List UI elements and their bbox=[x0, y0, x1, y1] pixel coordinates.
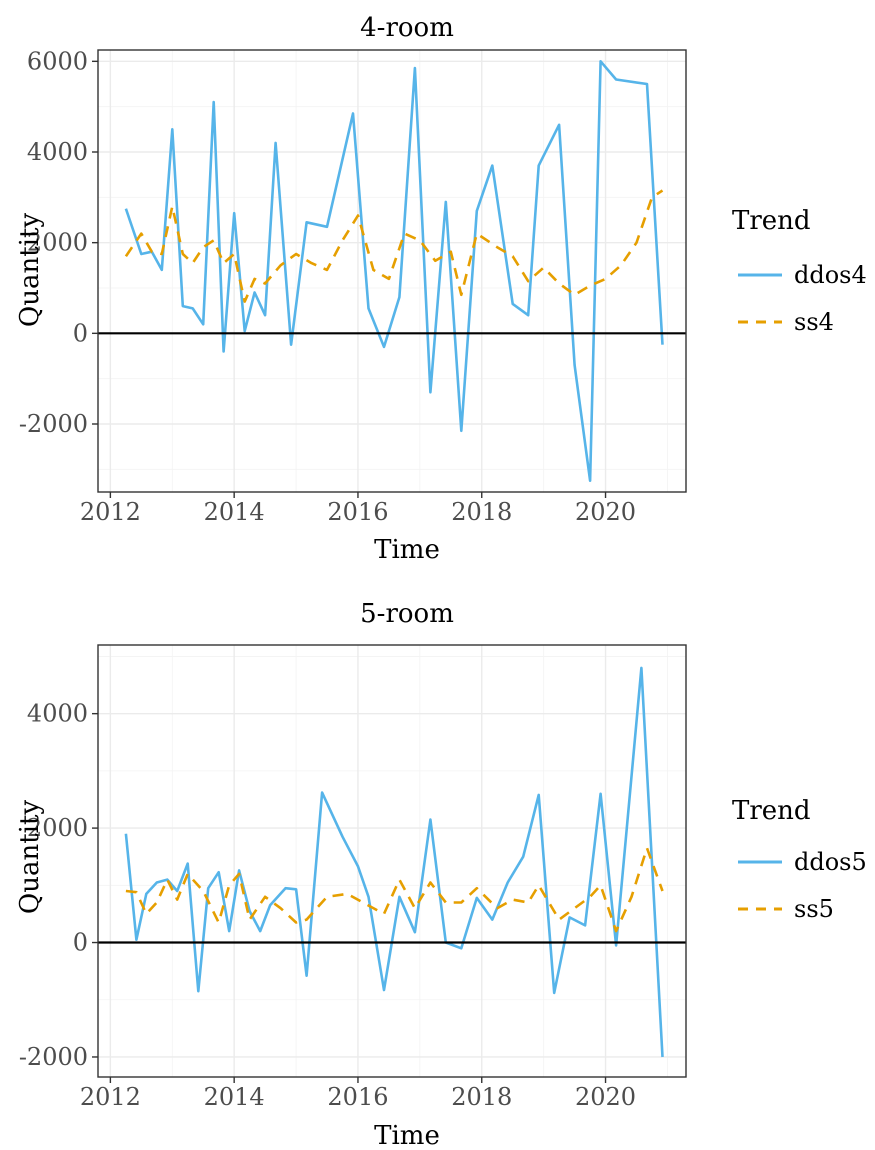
y-tick-label: 0 bbox=[73, 929, 88, 957]
legend-title: Trend bbox=[732, 796, 811, 826]
series-line-ss5 bbox=[125, 846, 664, 933]
y-tick-label: 4000 bbox=[27, 700, 88, 728]
x-axis-label: Time bbox=[374, 535, 440, 565]
y-axis-label: Quantity bbox=[15, 800, 45, 915]
x-tick-label: 2014 bbox=[204, 498, 265, 526]
y-tick-label: 0 bbox=[73, 319, 88, 347]
x-tick-label: 2012 bbox=[80, 1083, 141, 1111]
legend: Trend ddos5 ss5 bbox=[732, 796, 867, 923]
grid-lines bbox=[98, 645, 686, 1077]
legend-label-ss5: ss5 bbox=[794, 895, 834, 923]
chart-panel-5-room: 5-room 2012 2014 2016 2018 2020 -2000 0 2000 400… bbox=[15, 599, 867, 1150]
chart-title: 4-room bbox=[360, 13, 454, 43]
legend-title: Trend bbox=[732, 206, 811, 236]
series-line-ddos4 bbox=[124, 59, 664, 483]
x-tick-label: 2016 bbox=[327, 1083, 388, 1111]
axis-ticks: 2012 2014 2016 2018 2020 -2000 0 2000 4000 6000 bbox=[19, 47, 636, 526]
y-tick-label: 4000 bbox=[27, 138, 88, 166]
x-tick-label: 2018 bbox=[451, 1083, 512, 1111]
legend-label-ddos5: ddos5 bbox=[794, 848, 867, 876]
series-line-ss4 bbox=[124, 189, 664, 303]
series-line-ddos5 bbox=[124, 666, 664, 1058]
legend-label-ddos4: ddos4 bbox=[794, 261, 867, 289]
legend-label-ss4: ss4 bbox=[794, 308, 834, 336]
x-tick-label: 2016 bbox=[327, 498, 388, 526]
series-layer bbox=[124, 59, 664, 483]
legend: Trend ddos4 ss4 bbox=[732, 206, 867, 336]
y-axis-label: Quantity bbox=[15, 213, 45, 328]
x-tick-label: 2020 bbox=[575, 498, 636, 526]
x-tick-label: 2020 bbox=[575, 1083, 636, 1111]
plot-area-border bbox=[97, 49, 687, 493]
x-axis-label: Time bbox=[374, 1121, 440, 1150]
chart-panel-4-room: 4-room 2012 2014 2016 2018 2020 -2000 0 2000 400… bbox=[15, 13, 867, 565]
axis-ticks: 2012 2014 2016 2018 2020 -2000 0 2000 4000 bbox=[19, 700, 636, 1111]
y-tick-label: 2000 bbox=[27, 814, 88, 842]
y-tick-label: 6000 bbox=[27, 47, 88, 75]
series-layer bbox=[124, 666, 664, 1058]
y-tick-label: -2000 bbox=[19, 1043, 88, 1071]
y-tick-label: -2000 bbox=[19, 410, 88, 438]
chart-title: 5-room bbox=[360, 599, 454, 629]
grid-lines bbox=[98, 50, 686, 492]
plot-area-border bbox=[97, 644, 687, 1078]
y-tick-label: 2000 bbox=[27, 229, 88, 257]
x-tick-label: 2012 bbox=[80, 498, 141, 526]
x-tick-label: 2018 bbox=[451, 498, 512, 526]
x-tick-label: 2014 bbox=[204, 1083, 265, 1111]
